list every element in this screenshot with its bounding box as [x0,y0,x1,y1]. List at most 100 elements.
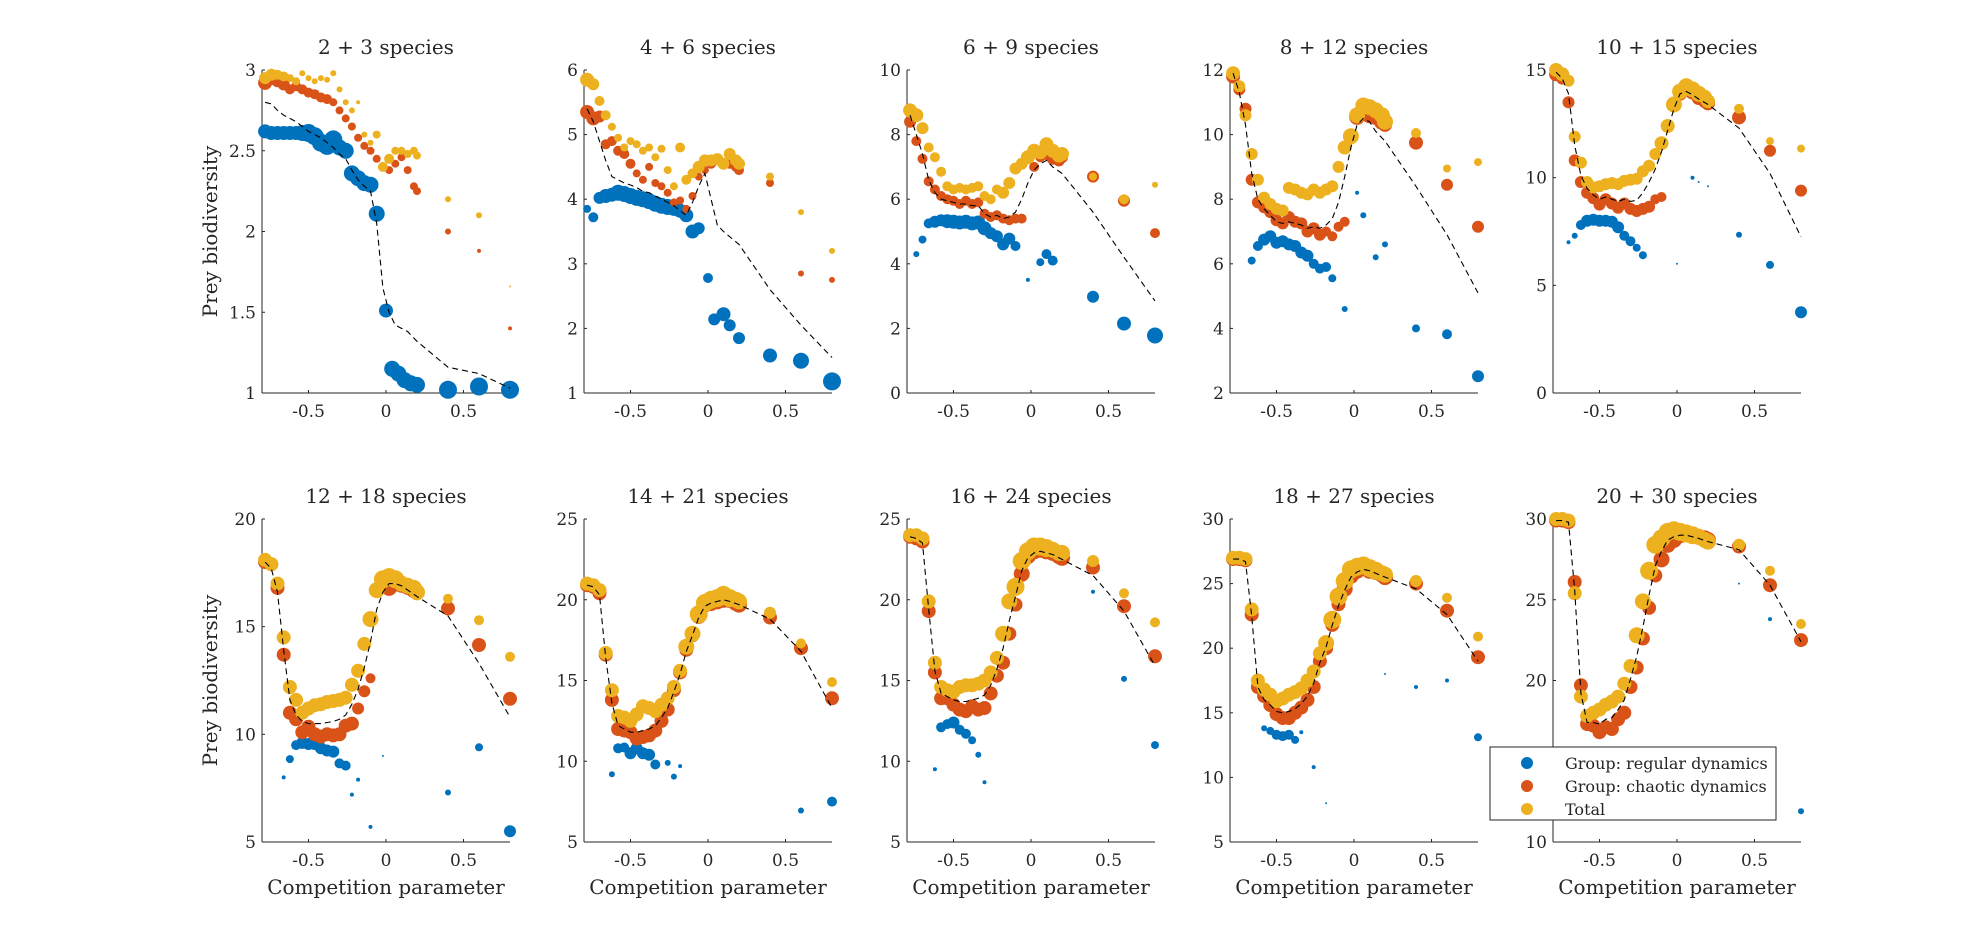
legend-label-total: Total [1565,800,1605,819]
point-total [1765,565,1775,576]
point-total [684,625,701,642]
point-chaotic [1117,599,1131,614]
point-total [1054,544,1070,561]
point-regular [1697,181,1700,183]
mean-dashed-line [1555,71,1802,238]
point-total [509,285,511,288]
y-tick-label: 15 [1202,704,1224,724]
point-chaotic [645,162,654,171]
point-regular [475,743,483,752]
x-tick-label: 0.5 [772,402,799,422]
point-regular [1328,274,1337,283]
y-tick-label: 15 [1525,61,1547,81]
point-regular [1690,175,1695,180]
point-total [344,677,359,692]
y-tick-label: 8 [890,126,901,146]
point-regular [1041,249,1052,260]
subplot-4: 2 4 6 8 10 12 -0.5 0 0.5 8 + 12 species [1202,35,1484,422]
point-regular [583,204,592,213]
point-total [1306,664,1321,679]
point-regular [823,372,841,391]
x-tick-label: 0 [703,402,714,422]
point-total [292,77,301,86]
subplot-1: 1 1.5 2 2.5 3 -0.5 0 0.5 2 + 3 species Prey biodi… [198,35,519,422]
point-chaotic [1409,135,1423,150]
point-chaotic [663,188,672,197]
y-tick-label: 0 [890,384,901,404]
point-total [1611,689,1626,704]
point-chaotic [445,228,451,235]
point-regular [1384,673,1386,675]
subplot-grid: 1 1.5 2 2.5 3 -0.5 0 0.5 2 + 3 species Prey biodi… [198,35,1808,899]
point-regular [1798,808,1804,815]
point-chaotic [1562,96,1575,109]
point-regular [285,755,294,764]
point-regular [947,716,960,729]
point-total [1796,619,1806,629]
x-axis-label: Competition parameter [267,875,505,899]
point-total [351,663,366,678]
point-chaotic [1653,551,1670,568]
point-chaotic [276,647,291,662]
point-total [1244,602,1259,617]
x-tick-label: 0 [1026,851,1037,871]
subplot-title: 12 + 18 species [305,484,466,508]
point-total [1326,180,1339,193]
point-chaotic [365,673,376,684]
point-regular [723,319,736,332]
point-total [1329,587,1348,606]
point-regular [281,775,286,780]
point-total [594,96,605,106]
x-tick-label: -0.5 [1583,851,1616,871]
point-total [592,583,607,598]
point-total [264,557,279,572]
mean-dashed-line [909,536,1156,703]
point-total [1342,128,1359,145]
point-chaotic [676,196,685,205]
point-regular [608,771,615,778]
point-total [1245,148,1258,160]
point-total [384,153,395,164]
legend: Group: regular dynamics Group: chaotic d… [1489,746,1777,821]
point-total [1337,140,1352,155]
point-total [1562,74,1575,87]
point-total [929,152,940,163]
point-regular [664,759,671,766]
point-chaotic [825,691,839,706]
point-total [1276,204,1289,217]
subplot-6: 5 10 15 20 -0.5 0 0.5 12 + 18 species Prey biodi… [198,484,517,899]
y-tick-label: 25 [879,510,901,530]
point-chaotic [638,175,647,184]
x-tick-label: 0 [381,402,392,422]
point-total [983,665,998,680]
point-total [1568,130,1581,143]
point-chaotic [625,158,636,169]
point-total [1473,631,1483,642]
mean-dashed-line [586,584,833,733]
y-tick-label: 1 [567,384,578,404]
point-regular [1625,236,1636,247]
x-tick-label: 0 [381,851,392,871]
point-chaotic [358,685,371,698]
point-chaotic [977,701,992,715]
y-tick-label: 8 [1213,190,1224,210]
point-total [909,108,924,123]
point-total [1377,113,1393,130]
point-regular [960,728,971,739]
point-total [916,122,929,135]
y-tick-label: 1 [245,384,256,404]
point-chaotic [344,716,359,731]
point-total [717,157,730,170]
x-tick-label: 0 [1672,402,1683,422]
point-total [305,75,312,82]
point-regular [379,303,393,318]
y-tick-label: 15 [556,672,578,692]
y-tick-label: 4 [567,190,578,210]
x-tick-label: 0.5 [1095,851,1122,871]
x-tick-label: 0 [1349,402,1360,422]
legend-marker-total [1521,803,1533,815]
y-tick-label: 15 [879,672,901,692]
point-regular [763,348,777,363]
y-tick-label: 3 [567,255,578,275]
point-total [324,76,331,83]
